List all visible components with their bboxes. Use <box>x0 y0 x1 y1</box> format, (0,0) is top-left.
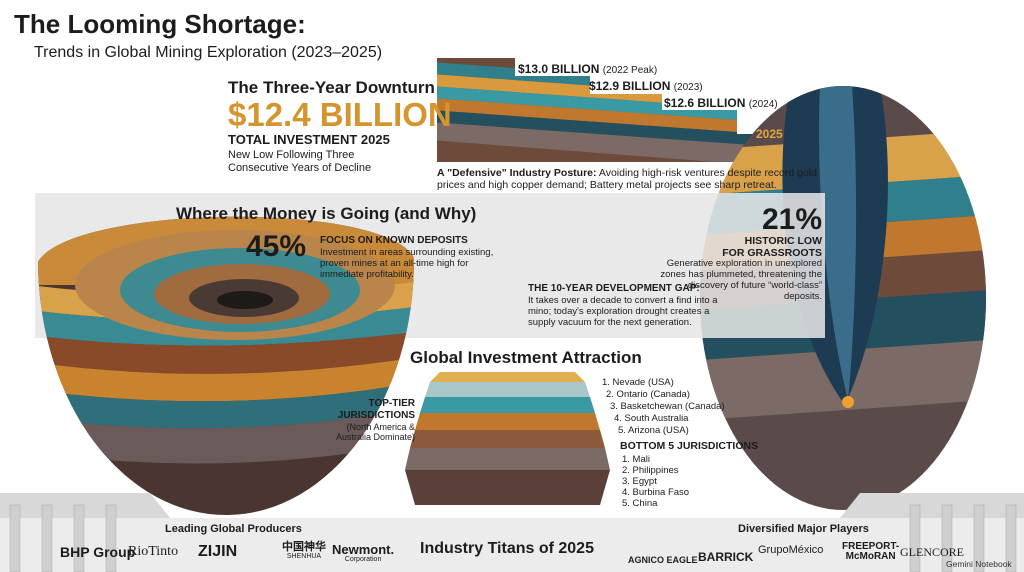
logo-sub: SHENHUA <box>286 553 322 560</box>
jurisdictions-heading: Global Investment Attraction <box>410 348 642 367</box>
step-period: (2024) <box>748 99 778 110</box>
logo: BARRICK <box>698 550 754 564</box>
top-item: 5. Arizona (USA) <box>618 425 689 436</box>
bottom-label: BOTTOM 5 JURISDICTIONS <box>620 440 759 452</box>
known-percent: 45% <box>246 230 307 263</box>
logo: ZIJIN <box>198 543 238 560</box>
top-item: 1. Nevade (USA) <box>602 377 674 388</box>
money-heading: Where the Money is Going (and Why) <box>176 204 477 223</box>
top-note: (North America & Australia Dominate) <box>335 422 415 443</box>
logo-sub: Corporation <box>344 556 382 563</box>
left-heading: Leading Global Producers <box>165 523 302 535</box>
top-item: 4. South Australia <box>614 413 689 424</box>
bottom-item: 2. Philippines <box>622 465 679 476</box>
top-list: 1. Nevade (USA) 2. Ontario (Canada) 3. B… <box>602 377 725 437</box>
downturn-note: New Low Following Three Consecutive Year… <box>228 149 372 174</box>
strata-block <box>405 372 610 505</box>
logo: RioTinto <box>128 544 179 559</box>
step-period: 2025 <box>756 127 783 141</box>
subtitle: Trends in Global Mining Exploration (202… <box>34 44 383 61</box>
center-title: Industry Titans of 2025 <box>420 540 594 557</box>
downturn-amount: $12.4 BILLION <box>228 96 452 133</box>
top-label: TOP-TIER JURISDICTIONS <box>337 398 415 421</box>
grassroots-text: Generative exploration in unexplored zon… <box>660 258 822 302</box>
badge: Gemini Notebook <box>946 559 1012 569</box>
grassroots-label: HISTORIC LOW FOR GRASSROOTS <box>722 235 822 260</box>
top-item: 2. Ontario (Canada) <box>606 389 690 400</box>
step-period: (2022 Peak) <box>602 65 658 76</box>
posture-text: Avoiding high-risk ventures despite reco… <box>437 167 817 192</box>
gap-text: It takes over a decade to convert a find… <box>528 295 718 328</box>
top-item: 3. Basketchewan (Canada) <box>610 401 725 412</box>
logo: FREEPORT- <box>842 541 900 552</box>
bottom-item: 1. Mali <box>622 454 650 465</box>
logo: BHP Group <box>60 544 136 560</box>
step-amount: $12.9 BILLION <box>589 79 671 93</box>
logo: Newmont. <box>332 542 395 557</box>
downturn-amount-label: TOTAL INVESTMENT 2025 <box>228 132 390 147</box>
bottom-list: 1. Mali 2. Philippines 3. Egypt 4. Burbi… <box>622 454 689 509</box>
logo: GrupoMéxico <box>758 544 824 556</box>
downturn-heading: The Three-Year Downturn <box>228 78 435 97</box>
step-amount: $13.0 BILLION <box>518 62 600 76</box>
title: The Looming Shortage: <box>14 9 306 39</box>
logo: GLENCORE <box>900 545 964 559</box>
drill-shaft <box>700 86 986 510</box>
gap-label: THE 10-YEAR DEVELOPMENT GAP: <box>528 283 700 294</box>
known-text: Investment in areas surrounding existing… <box>320 247 494 280</box>
step-amount: $12.6 BILLION <box>664 96 746 110</box>
band-overlay <box>640 193 825 338</box>
bottom-item: 5. China <box>622 498 658 509</box>
colonnade <box>0 493 1024 572</box>
known-label: FOCUS ON KNOWN DEPOSITS <box>320 235 468 246</box>
logo: AGNICO EAGLE <box>628 555 698 565</box>
posture-lead: A "Defensive" Industry Posture: <box>437 167 597 179</box>
right-heading: Diversified Major Players <box>738 523 869 535</box>
step-period: (2023) <box>673 82 703 93</box>
bottom-item: 4. Burbina Faso <box>622 487 690 498</box>
bottom-item: 3. Egypt <box>622 476 657 487</box>
logo: 中国神华 <box>282 541 326 553</box>
logo-sub: McMoRAN <box>845 551 896 562</box>
grassroots-percent: 21% <box>761 203 822 236</box>
